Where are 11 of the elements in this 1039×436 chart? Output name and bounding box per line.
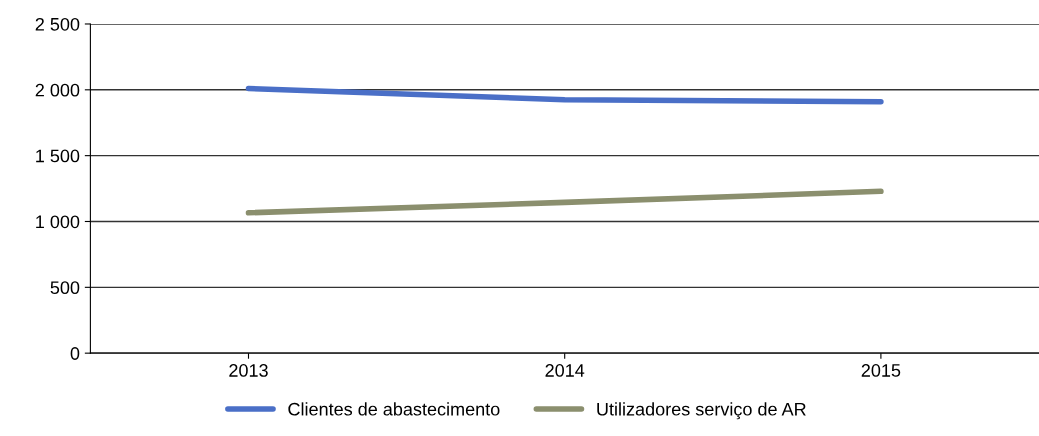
y-tick-label: 2 000 [35,83,80,97]
y-tick-label: 500 [50,281,80,295]
y-tick-label: 1 500 [36,149,80,163]
x-tick-label: 2013 [229,364,268,377]
y-tick-label: 2 500 [35,17,80,31]
legend-label: Clientes de abastecimento [288,402,500,416]
x-tick-label: 2015 [861,364,901,377]
x-tick-label: 2014 [545,364,585,377]
y-tick-label: 0 [70,347,80,360]
y-tick-label: 1 000 [36,215,80,229]
legend-label: Utilizadores serviço de AR [597,402,806,420]
